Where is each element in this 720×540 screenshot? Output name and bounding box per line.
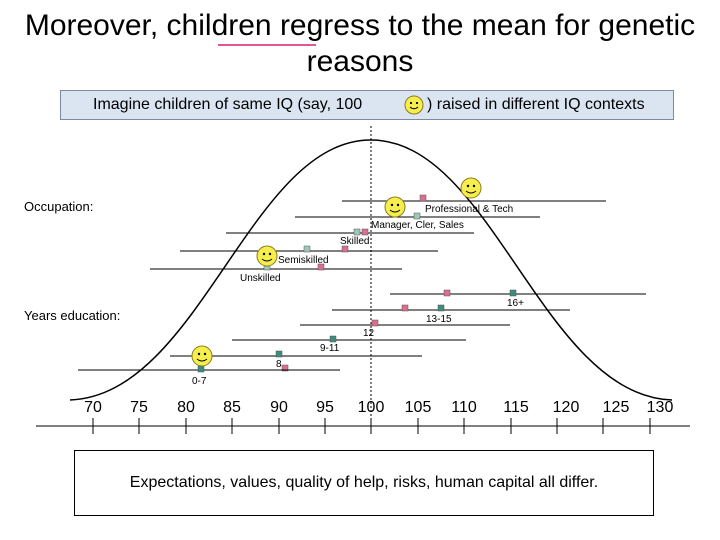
occupation-skilled-row: Skilled	[226, 228, 474, 247]
education-0-7-row: 0-7	[78, 365, 340, 387]
education-label: 9-11	[320, 343, 340, 354]
tick-label: 120	[553, 399, 580, 416]
tick-label: 95	[316, 399, 334, 416]
footer-note-box: Expectations, values, quality of help, r…	[74, 450, 654, 516]
education-label: 0-7	[192, 376, 207, 387]
tick-label: 85	[223, 399, 241, 416]
tick-label: 115	[503, 399, 529, 416]
education-label: 12	[363, 328, 375, 339]
smiley-icon	[384, 196, 406, 218]
smiley-icon	[460, 177, 482, 199]
iq-axis-tick-labels: 70 75 80 85 90 95 100 105 110 115 120 12…	[84, 399, 673, 416]
occupation-label: Semiskilled	[278, 255, 329, 266]
occupation-label: Skilled	[340, 236, 369, 247]
occupation-label: Professional & Tech	[425, 204, 513, 215]
education-13-15-row: 13-15	[332, 304, 570, 325]
slide-title: Moreover, children regress to the mean f…	[24, 9, 696, 78]
tick-label: 70	[84, 399, 102, 416]
education-label: 13-15	[426, 314, 452, 325]
occupation-label: Unskilled	[240, 273, 281, 284]
education-label: 8	[276, 359, 282, 370]
tick-label: 80	[177, 399, 195, 416]
tick-label: 105	[405, 399, 432, 416]
premise-banner: Imagine children of same IQ (say, 100 ) …	[60, 90, 674, 120]
banner-text-end: ) raised in different IQ contexts	[427, 96, 645, 113]
education-label: 16+	[507, 298, 524, 309]
smiley-icon	[256, 245, 278, 267]
tick-label: 100	[358, 399, 385, 416]
iq-axis-ticks	[92, 418, 651, 434]
tick-label: 130	[647, 399, 674, 416]
education-16plus-row: 16+	[390, 289, 646, 309]
tick-label: 125	[603, 399, 630, 416]
tick-label: 90	[270, 399, 288, 416]
tick-label: 110	[451, 399, 477, 416]
occupation-section-label: Occupation:	[24, 199, 93, 214]
education-12-row: 12	[300, 319, 510, 339]
title-highlight-underline	[218, 44, 316, 46]
occupation-unskilled-row: Unskilled	[150, 263, 402, 284]
occupation-label: Manager, Cler, Sales	[371, 220, 464, 231]
smiley-icon	[404, 95, 424, 115]
education-section-label: Years education:	[24, 308, 120, 323]
education-9-11-row: 9-11	[232, 335, 466, 354]
smiley-icon	[191, 345, 213, 367]
occupation-manager-row: Manager, Cler, Sales	[295, 212, 540, 231]
occupation-professional-row: Professional & Tech	[342, 194, 606, 215]
banner-text-start: Imagine children of same IQ (say, 100	[93, 96, 363, 113]
tick-label: 75	[130, 399, 148, 416]
occupation-semiskilled-row: Semiskilled	[180, 245, 438, 266]
